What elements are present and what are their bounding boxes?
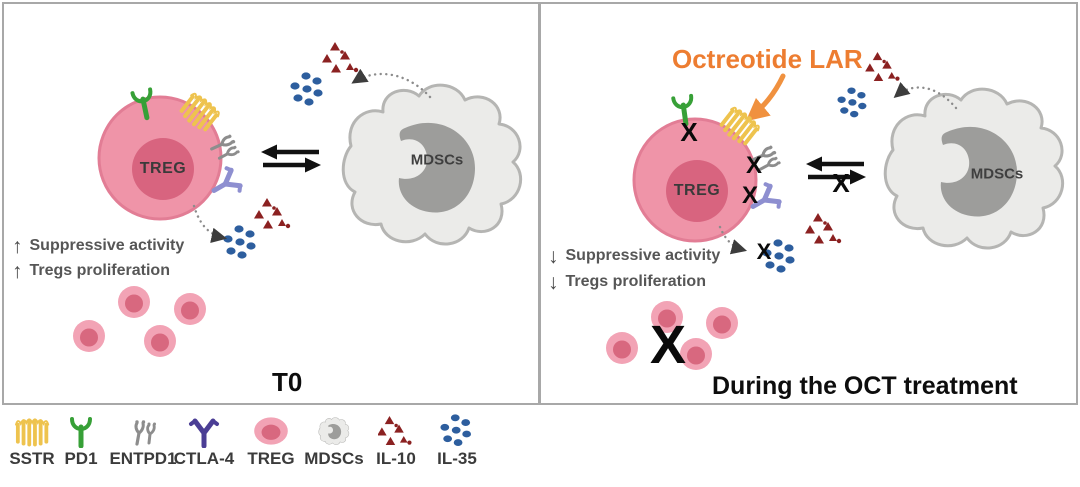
legend-item-il10: IL-10 xyxy=(364,414,428,469)
panel-title-t0: T0 xyxy=(272,367,303,397)
secretion-dotted-arrow xyxy=(351,68,432,99)
legend: SSTR PD1 ENTPD1 CTLA-4 TREG xyxy=(0,414,620,484)
il10-cytokine-cluster xyxy=(322,42,359,73)
legend-label: TREG xyxy=(247,449,295,468)
legend-label: ENTPD1 xyxy=(109,449,177,468)
panel-left-art xyxy=(73,42,523,357)
block-x-crosstalk: X xyxy=(832,168,850,198)
block-x-pd1: X xyxy=(680,117,698,147)
legend-label: CTLA-4 xyxy=(173,449,235,468)
treg-small-cell xyxy=(606,332,638,364)
effect-text: Suppressive activity xyxy=(29,237,185,254)
legend-item-treg: TREG xyxy=(239,414,303,469)
drug-pointer-arrow xyxy=(745,73,786,122)
treg-small-cell xyxy=(144,325,176,357)
mdsc-label: MDSCs xyxy=(410,151,464,169)
il10-cytokine-cluster xyxy=(865,52,900,81)
mdsc-cell-icon xyxy=(318,417,350,445)
treg-small-cell xyxy=(706,307,738,339)
legend-item-il35: IL-35 xyxy=(425,414,489,469)
effect-row-proliferation: ↓ Tregs proliferation xyxy=(548,272,706,293)
ctla4-receptor-icon xyxy=(186,414,222,448)
drug-label: Octreotide LAR xyxy=(672,44,863,74)
il35-cytokine-icon xyxy=(440,414,472,446)
sstr-receptor-icon xyxy=(14,417,50,447)
entpd1-receptor-icon xyxy=(133,418,158,446)
legend-item-entpd1: ENTPD1 xyxy=(109,414,177,469)
panel-title-oct: During the OCT treatment xyxy=(712,372,1018,400)
panel-right-art xyxy=(606,52,1065,370)
block-x-entpd1: X xyxy=(745,152,763,179)
legend-item-sstr: SSTR xyxy=(0,414,64,469)
treg-cell-nucleus xyxy=(666,160,728,222)
bidirectional-arrow-icon xyxy=(261,145,321,173)
treg-small-cell xyxy=(118,286,150,318)
legend-item-pd1: PD1 xyxy=(49,414,113,469)
panel-divider xyxy=(538,2,541,405)
effect-row-suppressive: ↑ Suppressive activity xyxy=(12,236,184,257)
legend-label: IL-10 xyxy=(376,449,416,468)
il10-cytokine-cluster xyxy=(805,213,842,244)
secretion-dotted-arrow xyxy=(192,204,228,244)
legend-item-mdscs: MDSCs xyxy=(302,414,366,469)
treg-cell-nucleus xyxy=(132,138,194,200)
down-arrow-icon: ↓ xyxy=(548,271,559,294)
block-x-proliferation: X xyxy=(649,315,687,375)
mdsc-label: MDSCs xyxy=(970,165,1024,183)
block-x-secretion: X xyxy=(756,239,772,264)
block-x-ctla4: X xyxy=(741,182,759,209)
legend-item-ctla4: CTLA-4 xyxy=(172,414,236,469)
treg-small-cell xyxy=(73,320,105,352)
il35-cytokine-cluster xyxy=(290,72,323,106)
treg-small-cell xyxy=(174,293,206,325)
effect-text: Suppressive activity xyxy=(565,247,721,264)
legend-label: SSTR xyxy=(9,449,55,468)
il10-cytokine-cluster xyxy=(254,198,291,229)
secretion-dotted-arrow xyxy=(893,81,958,110)
il35-cytokine-cluster xyxy=(223,225,256,259)
il10-cytokine-icon xyxy=(378,416,412,445)
effect-text: Tregs proliferation xyxy=(565,273,706,290)
legend-label: IL-35 xyxy=(437,449,477,468)
effect-row-suppressive: ↓ Suppressive activity xyxy=(548,246,720,267)
up-arrow-icon: ↑ xyxy=(12,235,23,258)
effect-text: Tregs proliferation xyxy=(29,262,170,279)
il35-cytokine-cluster xyxy=(837,87,867,118)
treg-label: TREG xyxy=(139,160,187,177)
legend-label: PD1 xyxy=(64,449,98,468)
pd1-receptor-icon xyxy=(63,414,99,448)
treg-cell-icon xyxy=(254,417,288,445)
effect-row-proliferation: ↑ Tregs proliferation xyxy=(12,261,170,282)
legend-label: MDSCs xyxy=(304,449,364,468)
down-arrow-icon: ↓ xyxy=(548,245,559,268)
up-arrow-icon: ↑ xyxy=(12,260,23,283)
treg-label: TREG xyxy=(673,182,721,199)
